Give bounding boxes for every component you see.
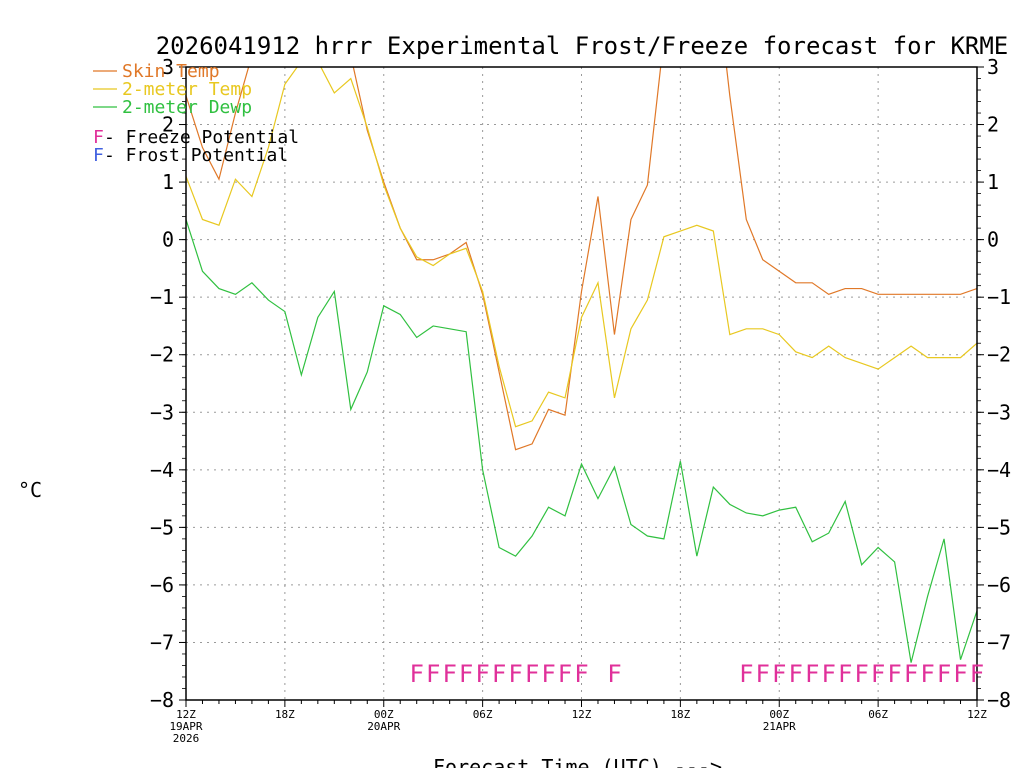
freeze-flag: F (838, 660, 852, 688)
freeze-flag: F (459, 660, 473, 688)
x-tick-label: 12Z (176, 708, 196, 721)
y-tick-label: 1 (162, 170, 174, 194)
y-tick-label-right: 0 (987, 228, 999, 252)
legend-flag-text: - Freeze Potential (104, 127, 299, 148)
freeze-flag: F (920, 660, 934, 688)
legend-label: Skin Temp (122, 61, 220, 82)
y-tick-label: −4 (150, 458, 174, 482)
y-tick-label-right: 1 (987, 170, 999, 194)
chart-title: 2026041912 hrrr Experimental Frost/Freez… (156, 32, 1009, 60)
y-tick-label-right: −3 (987, 400, 1011, 424)
freeze-flag: F (442, 660, 456, 688)
freeze-flag: F (772, 660, 786, 688)
y-tick-label-right: −4 (987, 458, 1011, 482)
freeze-flag: F (492, 660, 506, 688)
y-tick-label-right: −2 (987, 343, 1011, 367)
freeze-flag: F (525, 660, 539, 688)
freeze-flag: F (970, 660, 984, 688)
y-tick-label-right: −8 (987, 688, 1011, 712)
x-tick-label: 18Z (670, 708, 690, 721)
freeze-flag: F (821, 660, 835, 688)
series-line-skin-temp (186, 67, 977, 451)
y-axis-left: 3 2 1 0 −1 −2 −3 −4 −5 −6 −7 −8 (150, 55, 186, 712)
legend-flag-letter: F (93, 145, 104, 166)
y-tick-label: −8 (150, 688, 174, 712)
y-tick-label: −3 (150, 400, 174, 424)
freeze-flag: F (937, 660, 951, 688)
y-axis-right: 3 2 1 0 −1 −2 −3 −4 −5 −6 −7 −8 (977, 55, 1011, 712)
freeze-flag: F (756, 660, 770, 688)
freeze-flag: F (574, 660, 588, 688)
x-tick-label: 00Z (769, 708, 789, 721)
freeze-flag: F (953, 660, 967, 688)
legend-flag-text: - Frost Potential (104, 145, 288, 166)
x-tick-date: 19APR (169, 720, 202, 733)
y-tick-label: −5 (150, 515, 174, 539)
grid (186, 67, 977, 700)
freeze-flag: F (789, 660, 803, 688)
y-tick-label-right: 3 (987, 55, 999, 79)
x-tick-date: 20APR (367, 720, 400, 733)
freeze-flag: F (541, 660, 555, 688)
freeze-flag: F (409, 660, 423, 688)
y-tick-label: 0 (162, 228, 174, 252)
y-tick-label: −6 (150, 573, 174, 597)
freeze-flag: F (475, 660, 489, 688)
x-tick-label: 12Z (572, 708, 592, 721)
x-tick-date: 21APR (763, 720, 796, 733)
freeze-flag: F (558, 660, 572, 688)
legend-label: 2-meter Temp (122, 79, 252, 100)
freeze-flag: F (805, 660, 819, 688)
freeze-flag: F (508, 660, 522, 688)
x-tick-label: 00Z (374, 708, 394, 721)
freeze-flag: F (887, 660, 901, 688)
freeze-flag: F (904, 660, 918, 688)
y-tick-label-right: −7 (987, 630, 1011, 654)
y-axis-label: °C (18, 478, 42, 502)
legend-flag-letter: F (93, 127, 104, 148)
y-tick-label-right: 2 (987, 113, 999, 137)
y-tick-label-right: −5 (987, 515, 1011, 539)
freeze-flag: F (871, 660, 885, 688)
x-tick-label: 12Z (967, 708, 987, 721)
y-tick-label: −2 (150, 343, 174, 367)
x-tick-year: 2026 (173, 732, 200, 745)
legend-label: 2-meter Dewp (122, 97, 252, 118)
freeze-flag: F (854, 660, 868, 688)
freeze-flag: F (426, 660, 440, 688)
series-line-2-meter-temp (186, 67, 977, 428)
freeze-flag: F (739, 660, 753, 688)
x-tick-label: 18Z (275, 708, 295, 721)
y-tick-label: 2 (162, 113, 174, 137)
x-axis-label: Forecast Time (UTC) ---> (433, 755, 722, 768)
y-tick-label: −7 (150, 630, 174, 654)
y-tick-label-right: −1 (987, 285, 1011, 309)
x-tick-label: 06Z (868, 708, 888, 721)
y-tick-label: −1 (150, 285, 174, 309)
y-tick-label: 3 (162, 55, 174, 79)
x-tick-label: 06Z (473, 708, 493, 721)
series-lines (186, 67, 977, 663)
y-tick-label-right: −6 (987, 573, 1011, 597)
freeze-flag: F (607, 660, 621, 688)
series-line-2-meter-dewp (186, 219, 977, 663)
